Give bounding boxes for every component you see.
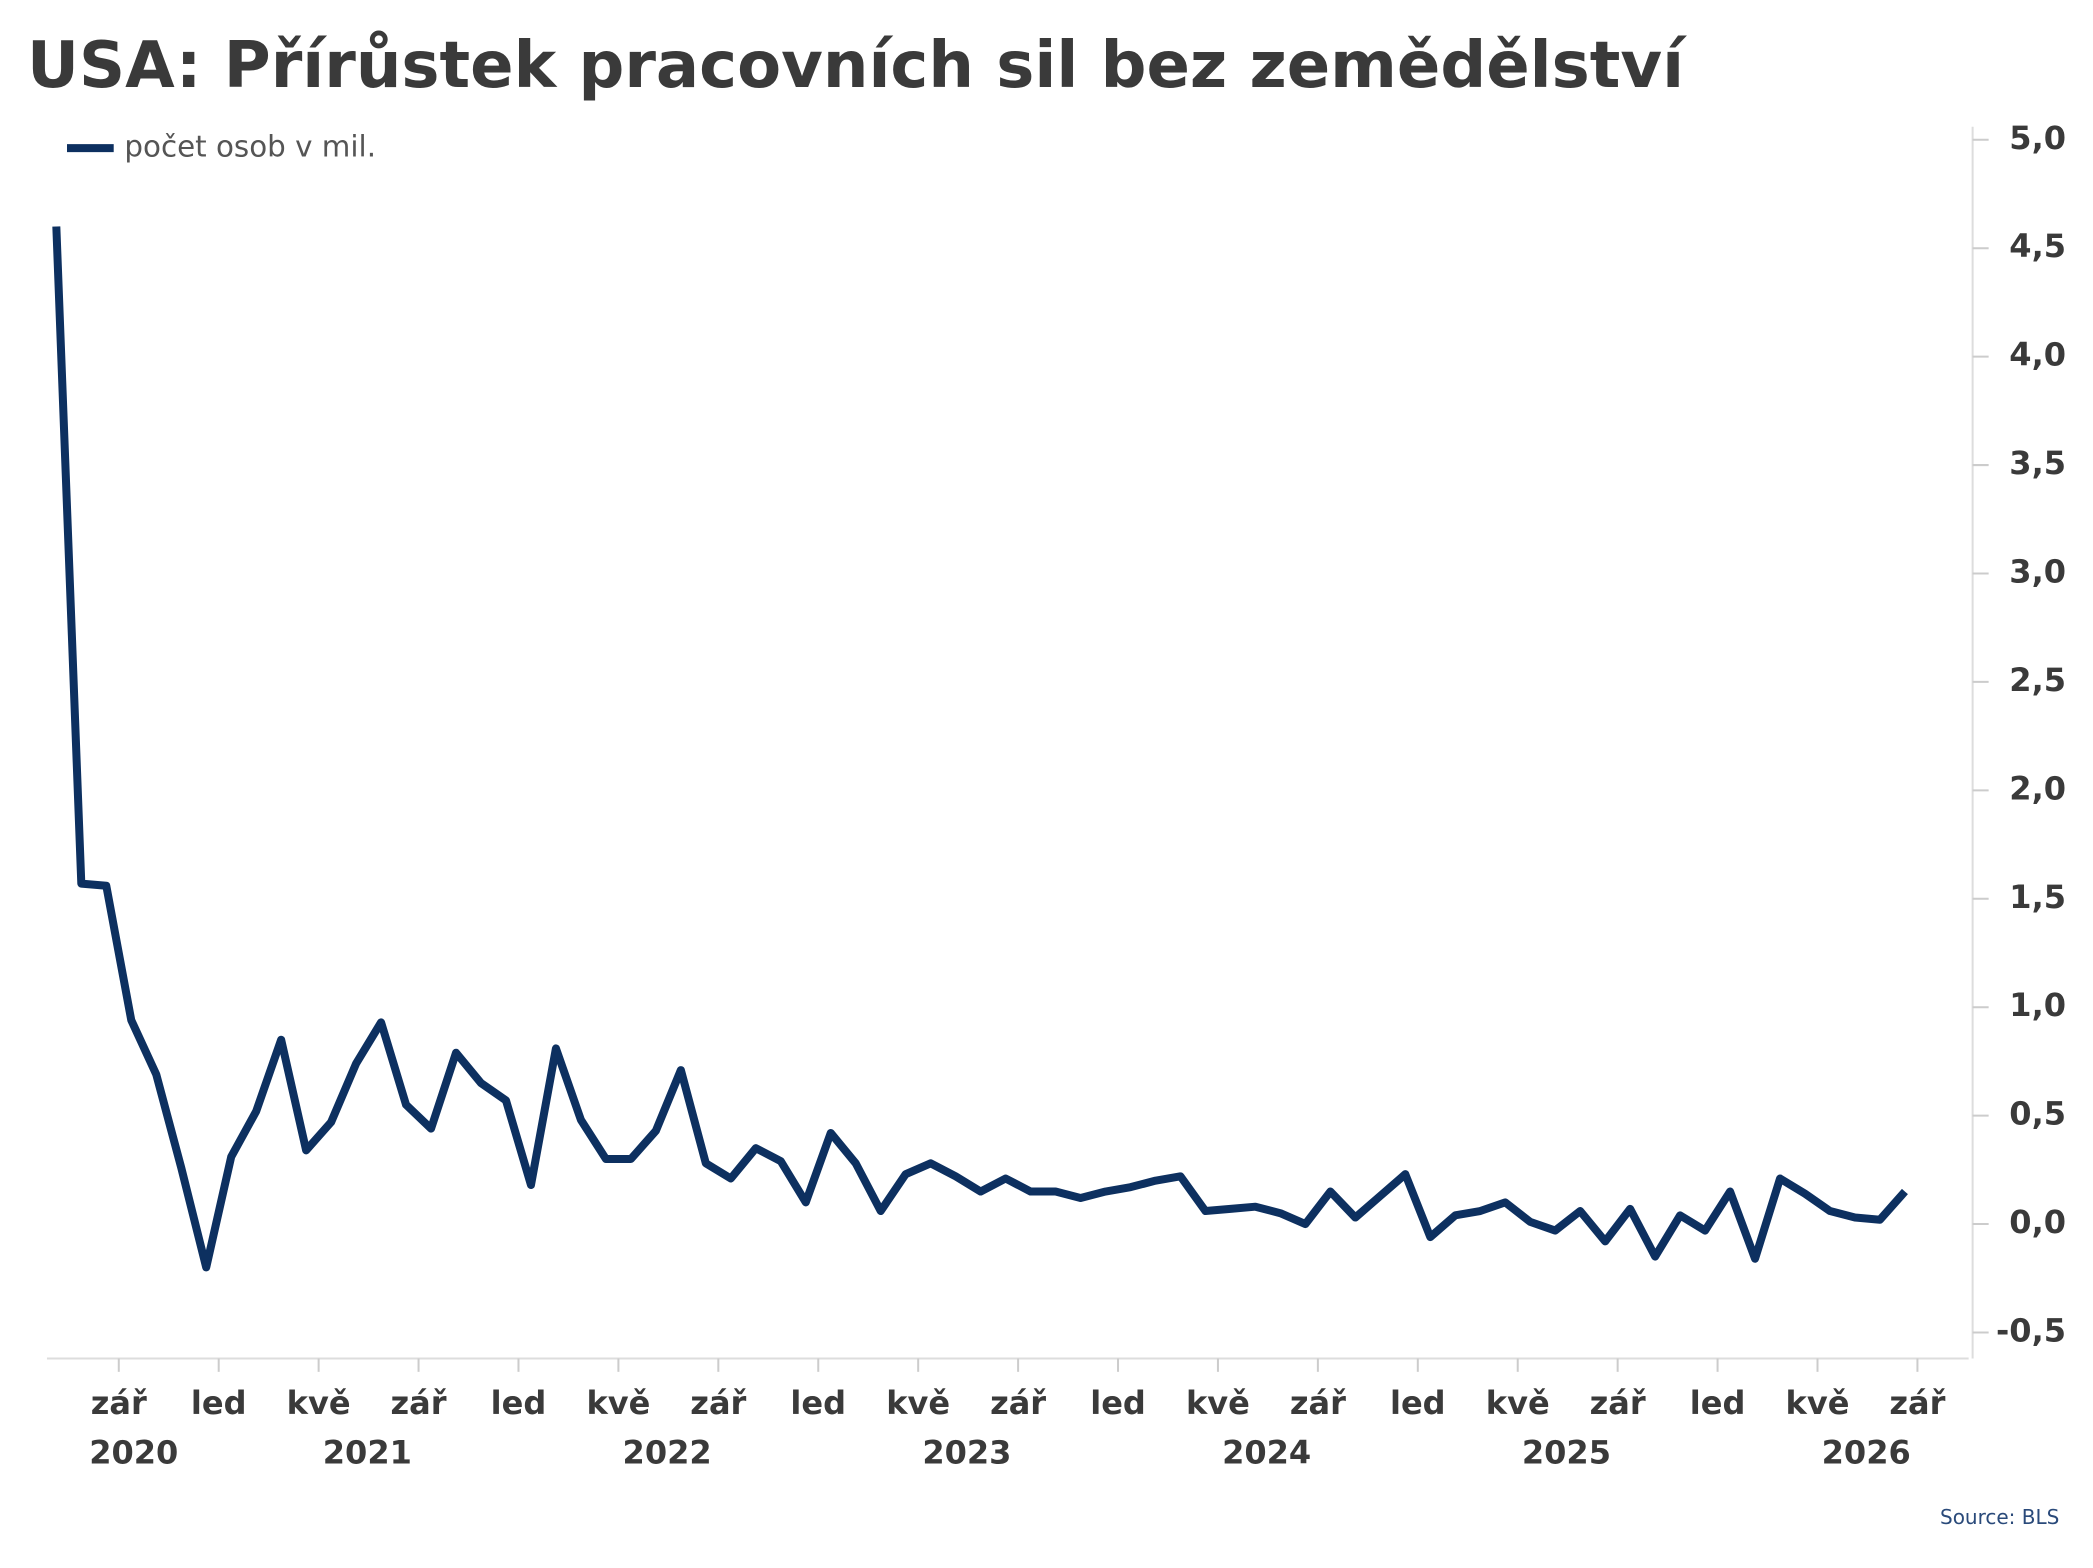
- x-tick-label: zář: [91, 1384, 147, 1422]
- series-line: [52, 226, 1908, 1272]
- y-tick-label: 5,0: [2009, 119, 2066, 157]
- y-tick-label: 2,5: [2009, 661, 2066, 699]
- y-tick-label: -0,5: [1996, 1311, 2066, 1349]
- x-tick-label: zář: [391, 1384, 447, 1422]
- y-tick-label: 0,5: [2009, 1095, 2066, 1133]
- x-tick-label: led: [790, 1384, 846, 1422]
- x-tick-label: zář: [690, 1384, 746, 1422]
- x-tick-label: led: [191, 1384, 247, 1422]
- year-label: 2025: [1522, 1434, 1611, 1472]
- y-tick-label: 4,5: [2009, 227, 2066, 265]
- y-tick-label: 3,5: [2009, 444, 2066, 482]
- x-tick-label: kvě: [1486, 1384, 1550, 1422]
- x-tick-label: led: [1390, 1384, 1446, 1422]
- x-tick-label: led: [1090, 1384, 1146, 1422]
- year-label: 2026: [1822, 1434, 1911, 1472]
- year-label: 2024: [1222, 1434, 1311, 1472]
- year-label: 2022: [623, 1434, 712, 1472]
- x-tick-label: zář: [1590, 1384, 1646, 1422]
- year-label: 2020: [89, 1434, 178, 1472]
- y-tick-label: 2,0: [2009, 769, 2066, 807]
- x-tick-label: zář: [1290, 1384, 1346, 1422]
- y-tick-label: 1,5: [2009, 878, 2066, 916]
- y-tick-label: 3,0: [2009, 552, 2066, 590]
- x-tick-label: zář: [1889, 1384, 1945, 1422]
- x-tick-label: zář: [990, 1384, 1046, 1422]
- x-tick-label: kvě: [1786, 1384, 1850, 1422]
- y-tick-label: 4,0: [2009, 336, 2066, 374]
- legend-label: počet osob v mil.: [124, 130, 376, 164]
- x-tick-label: kvě: [886, 1384, 950, 1422]
- x-tick-label: kvě: [586, 1384, 650, 1422]
- year-label: 2021: [323, 1434, 412, 1472]
- x-tick-label: led: [1690, 1384, 1746, 1422]
- y-tick-label: 0,0: [2009, 1203, 2066, 1241]
- source: Source: BLS: [1940, 1505, 2059, 1529]
- chart-title: USA: Přírůstek pracovních sil bez zemědě…: [27, 29, 1687, 103]
- x-tick-label: kvě: [287, 1384, 351, 1422]
- x-tick-label: led: [491, 1384, 547, 1422]
- y-tick-label: 1,0: [2009, 986, 2066, 1024]
- x-tick-label: kvě: [1186, 1384, 1250, 1422]
- year-label: 2023: [922, 1434, 1011, 1472]
